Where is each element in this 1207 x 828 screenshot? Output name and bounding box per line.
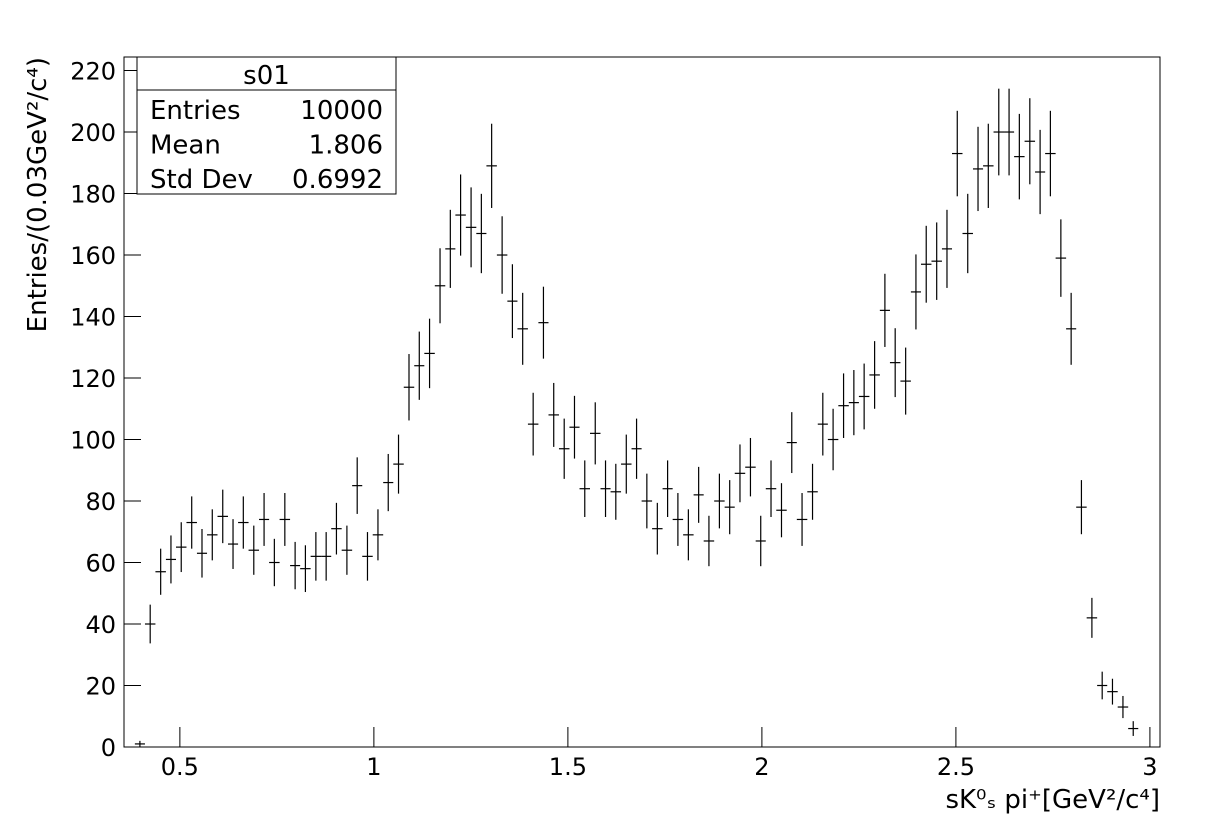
y-tick-label: 0 bbox=[101, 734, 116, 762]
x-tick-label: 1 bbox=[366, 753, 381, 781]
stats-label: Mean bbox=[150, 131, 221, 161]
stats-value: 10000 bbox=[300, 96, 383, 126]
y-axis-label: Entries/(0.03GeV²/c⁴) bbox=[23, 57, 53, 332]
x-tick-label: 2.5 bbox=[937, 753, 975, 781]
x-axis-label: sK⁰ₛ pi⁺[GeV²/c⁴] bbox=[945, 785, 1160, 815]
y-tick-label: 200 bbox=[70, 119, 116, 147]
y-tick-label: 100 bbox=[70, 427, 116, 455]
y-tick-label: 180 bbox=[70, 181, 116, 209]
x-tick-label: 3 bbox=[1142, 753, 1157, 781]
y-tick-label: 80 bbox=[85, 488, 116, 516]
y-tick-label: 60 bbox=[85, 550, 116, 578]
stats-title: s01 bbox=[243, 61, 290, 91]
y-tick-label: 140 bbox=[70, 304, 116, 332]
plot-frame bbox=[123, 56, 1161, 748]
x-tick-label: 2 bbox=[754, 753, 769, 781]
stats-label: Entries bbox=[150, 96, 241, 126]
stats-value: 0.6992 bbox=[292, 165, 383, 195]
y-tick-label: 40 bbox=[85, 611, 116, 639]
stats-value: 1.806 bbox=[309, 131, 383, 161]
y-tick-label: 220 bbox=[70, 58, 116, 86]
y-tick-label: 20 bbox=[85, 673, 116, 701]
stats-box bbox=[136, 56, 397, 195]
y-tick-label: 120 bbox=[70, 365, 116, 393]
stats-label: Std Dev bbox=[150, 165, 253, 195]
x-tick-label: 1.5 bbox=[549, 753, 587, 781]
x-tick-label: 0.5 bbox=[161, 753, 199, 781]
y-tick-label: 160 bbox=[70, 242, 116, 270]
